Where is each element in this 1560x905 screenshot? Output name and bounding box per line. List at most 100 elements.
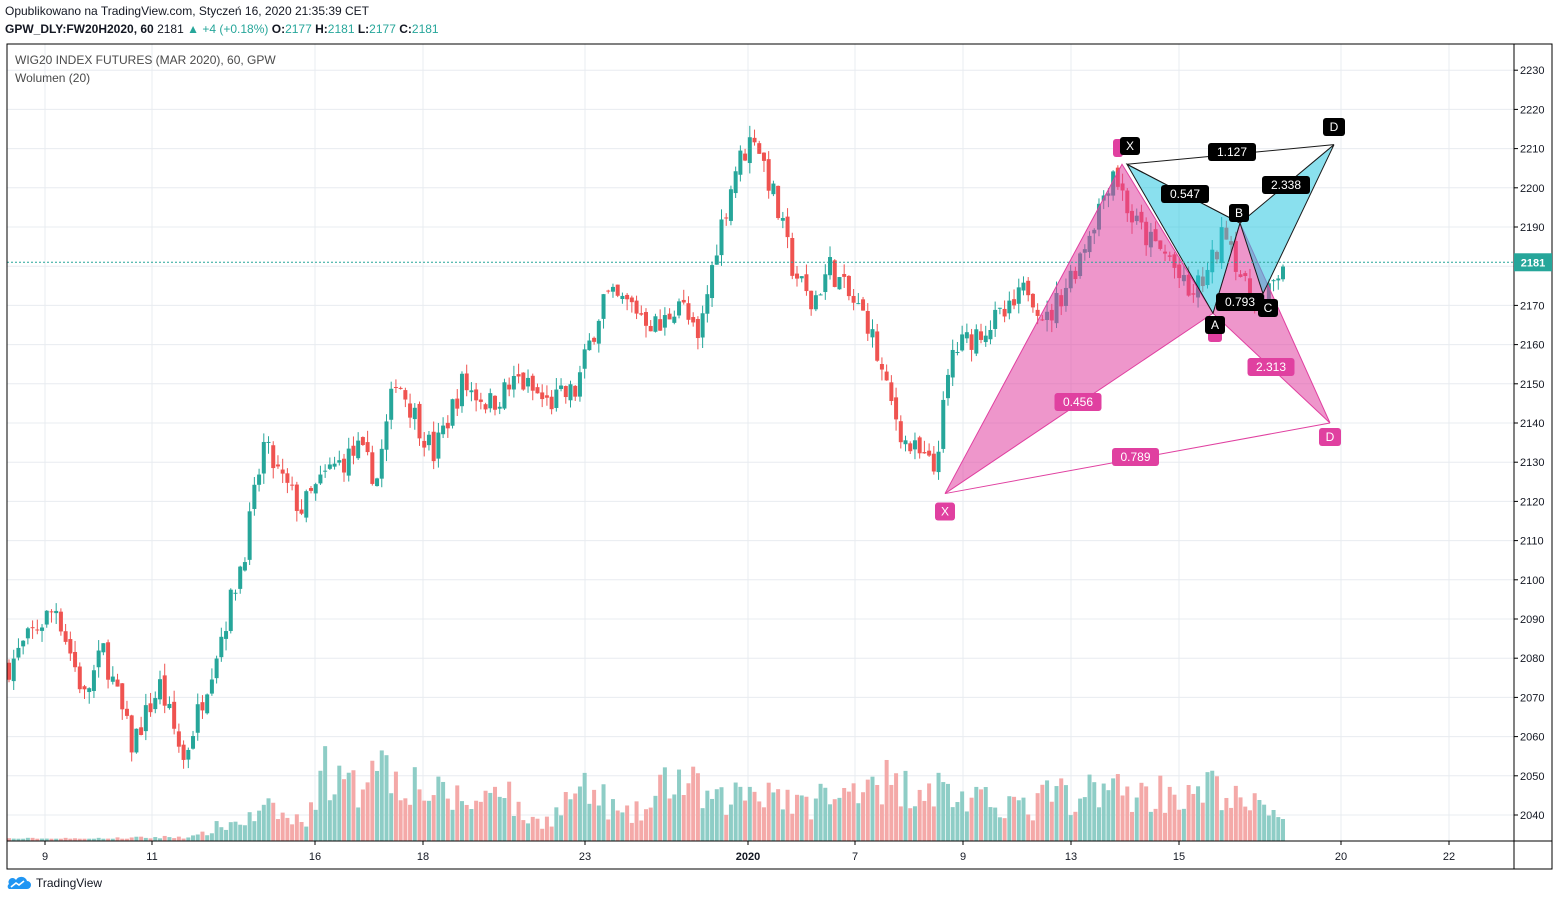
volume-bar (332, 794, 337, 841)
volume-bar (120, 838, 125, 841)
volume-bar (922, 800, 927, 841)
candle-body (653, 316, 658, 332)
volume-bar (77, 838, 82, 841)
candle-body (73, 651, 78, 668)
candle-body (35, 629, 40, 631)
volume-bar (662, 767, 667, 841)
candle-body (488, 393, 493, 409)
symbol-name: GPW_DLY:FW20H2020, 60 (5, 22, 154, 36)
time-tick-label: 2020 (736, 851, 760, 863)
candle-body (280, 469, 285, 474)
candle-body (129, 715, 134, 753)
candle-body (577, 372, 582, 397)
candle-body (629, 297, 634, 303)
volume-bar (493, 786, 498, 841)
volume-bar (49, 838, 54, 841)
time-tick-label: 18 (417, 851, 429, 863)
candle-body (917, 437, 922, 454)
high-label: H: (315, 22, 328, 36)
candle-body (568, 384, 573, 401)
volume-bar (73, 838, 78, 841)
volume-bar (426, 800, 431, 841)
brand-name: TradingView (36, 876, 103, 890)
volume-bar (785, 789, 790, 841)
volume-bar (1115, 774, 1120, 841)
volume-bar (842, 787, 847, 841)
bullish-ratio-bd: 2.313 (1256, 360, 1286, 374)
candle-body (219, 636, 224, 658)
volume-bar (106, 838, 111, 841)
volume-bar (823, 787, 828, 841)
volume-bar (304, 826, 309, 841)
price-tick-label: 2130 (1520, 457, 1544, 469)
candle-body (681, 299, 686, 303)
volume-bar (1130, 811, 1135, 841)
candle-body (1281, 266, 1285, 280)
candle-body (832, 260, 837, 287)
candle-body (686, 303, 691, 320)
candle-body (304, 491, 309, 518)
candle-body (30, 627, 35, 629)
volume-bar (63, 837, 68, 841)
volume-bar (596, 805, 601, 841)
volume-bar (592, 789, 597, 841)
volume-bar (799, 795, 804, 841)
candle-body (1271, 280, 1276, 282)
candle-body (124, 708, 129, 716)
candle-body (856, 303, 861, 305)
candle-body (879, 364, 884, 370)
candle-body (785, 216, 790, 238)
tradingview-cloud-icon (7, 876, 31, 889)
volume-bar (1049, 801, 1054, 841)
bearish-point-a-label: A (1211, 318, 1219, 332)
volume-bar (960, 791, 965, 841)
time-tick-label: 16 (309, 851, 321, 863)
volume-bar (1045, 780, 1050, 841)
candle-body (106, 642, 111, 680)
candle-body (299, 509, 304, 514)
volume-bar (44, 838, 49, 841)
volume-bar (252, 821, 257, 841)
volume-bar (658, 774, 663, 841)
volume-bar (148, 838, 153, 841)
volume-bar (450, 809, 455, 841)
volume-bar (1177, 809, 1182, 841)
candle-body (360, 437, 365, 445)
candle-body (931, 453, 936, 472)
candle-body (87, 688, 92, 693)
volume-bar (700, 808, 705, 841)
candle-body (559, 385, 564, 389)
candle-body (733, 171, 738, 194)
candle-body (54, 610, 59, 614)
volume-bar (1262, 804, 1267, 841)
volume-bar (1210, 770, 1215, 841)
candle-body (912, 440, 917, 450)
price-tick-label: 2090 (1520, 614, 1544, 626)
volume-bar (563, 792, 568, 841)
volume-bar (691, 766, 696, 841)
volume-bar (1007, 796, 1012, 841)
volume-bar (931, 806, 936, 841)
volume-bar (483, 790, 488, 841)
candle-body (408, 403, 413, 418)
volume-bar (945, 783, 950, 841)
plot-border (6, 43, 1553, 870)
volume-bar (25, 837, 30, 841)
volume-bar (290, 824, 295, 841)
candle-body (181, 744, 186, 760)
volume-bar (143, 837, 148, 841)
volume-bar (172, 838, 177, 841)
volume-bar (837, 797, 842, 841)
bearish-point-x-label: X (1126, 139, 1134, 153)
volume-bar (1224, 797, 1229, 841)
plot-area[interactable] (7, 44, 1514, 841)
time-axis[interactable]: 9 11 16 18 23 2020 7 9 13 15 20 22 (42, 841, 1455, 863)
price-tick-label: 2040 (1520, 810, 1544, 822)
candle-body (521, 372, 526, 390)
candle-body (384, 421, 389, 450)
candle-body (1035, 309, 1040, 316)
candle-body (356, 440, 361, 459)
price-axis[interactable]: 2040 2050 2060 2070 2080 2090 2100 2110 2120 2130… (1514, 65, 1544, 822)
candle-body (941, 399, 946, 449)
